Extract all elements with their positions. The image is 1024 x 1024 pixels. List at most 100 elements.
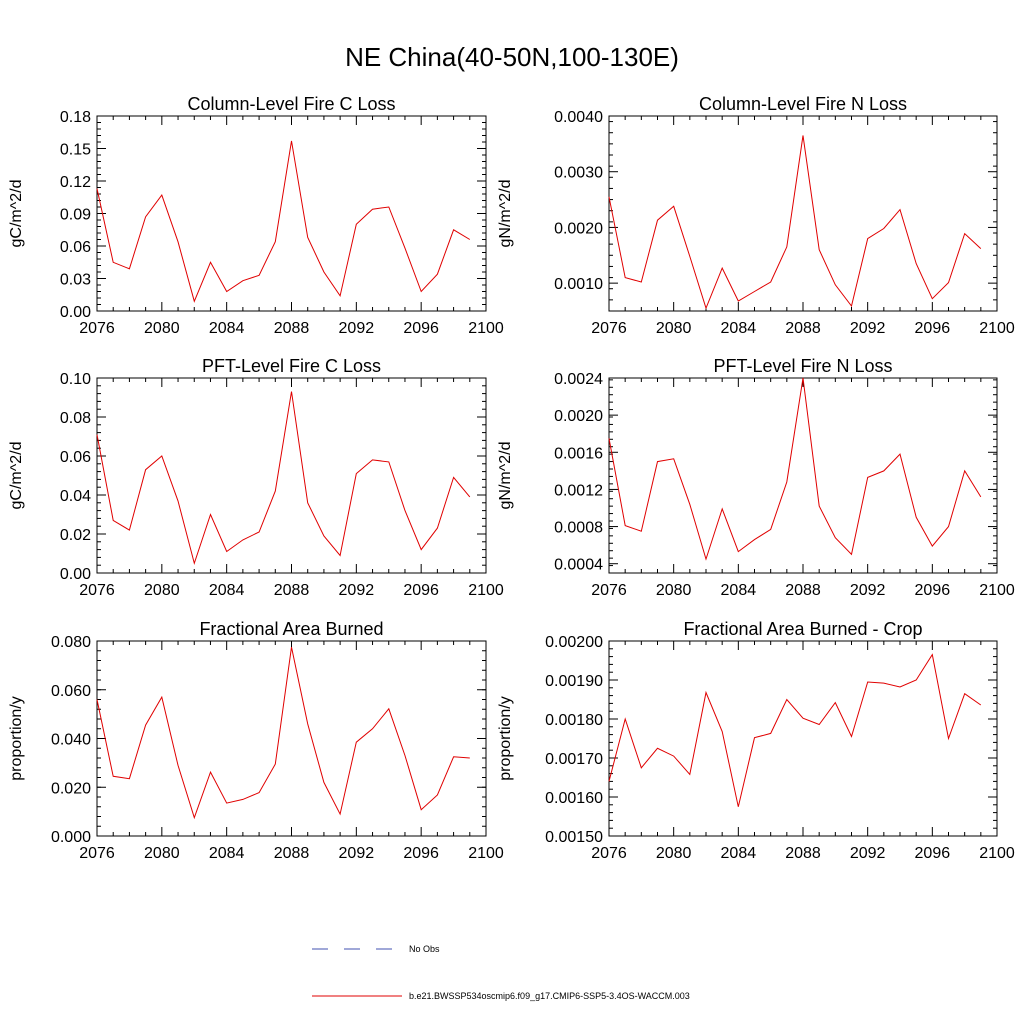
x-tick-label: 2076 (591, 582, 627, 599)
panel-3: PFT-Level Fire C Loss 2076 2080 2084 2088 209… (8, 356, 504, 599)
y-tick-label: 0.0016 (554, 445, 603, 462)
x-tick-label: 2080 (656, 582, 692, 599)
y-tick-label: 0.060 (51, 683, 91, 700)
plot-frame (96, 115, 487, 312)
plot-frame (96, 377, 487, 574)
panel-title: Fractional Area Burned (199, 619, 383, 639)
y-axis-label: gC/m^2/d (8, 180, 25, 248)
x-tick-label: 2084 (209, 845, 245, 862)
x-tick-label: 2100 (979, 582, 1015, 599)
y-tick-label: 0.08 (60, 410, 91, 427)
y-tick-label: 0.00150 (545, 829, 603, 846)
panel-title: PFT-Level Fire C Loss (202, 356, 381, 376)
x-tick-label: 2100 (979, 320, 1015, 337)
x-tick-label: 2084 (721, 320, 757, 337)
x-tick-label: 2100 (468, 320, 504, 337)
y-tick-label: 0.04 (60, 488, 91, 505)
x-tick-label: 2096 (915, 582, 951, 599)
y-tick-label: 0.0004 (554, 557, 603, 574)
legend-entry-no-obs: No Obs (312, 944, 440, 954)
y-tick-label: 0.080 (51, 634, 91, 651)
y-axis-label: proportion/y (8, 696, 25, 781)
y-axis-label: gN/m^2/d (497, 442, 514, 510)
y-tick-label: 0.00 (60, 304, 91, 321)
y-axis-label: gN/m^2/d (497, 180, 514, 248)
y-tick-label: 0.040 (51, 732, 91, 749)
y-tick-label: 0.000 (51, 829, 91, 846)
x-tick-label: 2088 (785, 845, 821, 862)
x-tick-label: 2092 (850, 582, 886, 599)
y-tick-label: 0.06 (60, 449, 91, 466)
x-tick-label: 2088 (785, 582, 821, 599)
figure-title: NE China(40-50N,100-130E) (345, 42, 679, 72)
series-line (96, 646, 470, 820)
plot-frame (608, 377, 998, 574)
y-tick-label: 0.020 (51, 780, 91, 797)
y-axis-label: gC/m^2/d (8, 442, 25, 510)
x-tick-label: 2088 (274, 845, 310, 862)
y-tick-label: 0.03 (60, 272, 91, 289)
panel-title: Column-Level Fire N Loss (699, 94, 907, 114)
legend: No Obs b.e21.BWSSP534oscmip6.f09_g17.CMI… (312, 944, 690, 1001)
x-tick-label: 2080 (656, 845, 692, 862)
y-tick-label: 0.12 (60, 174, 91, 191)
panel-1: Column-Level Fire C Loss 2076 2080 2084 2088… (8, 94, 504, 337)
x-tick-label: 2100 (979, 845, 1015, 862)
x-tick-label: 2076 (591, 320, 627, 337)
x-tick-label: 2092 (850, 320, 886, 337)
legend-entry-model: b.e21.BWSSP534oscmip6.f09_g17.CMIP6-SSP5… (312, 991, 690, 1001)
x-tick-label: 2080 (144, 582, 180, 599)
legend-label-no-obs: No Obs (409, 944, 440, 954)
y-tick-label: 0.00170 (545, 751, 603, 768)
plot-frame (608, 640, 998, 837)
x-tick-label: 2096 (915, 320, 951, 337)
x-tick-label: 2084 (721, 845, 757, 862)
x-tick-label: 2080 (656, 320, 692, 337)
legend-label-model: b.e21.BWSSP534oscmip6.f09_g17.CMIP6-SSP5… (409, 991, 690, 1001)
panel-6: Fractional Area Burned - Crop 2076 2080 208… (497, 619, 1015, 862)
y-tick-label: 0.09 (60, 207, 91, 224)
y-tick-label: 0.00 (60, 566, 91, 583)
y-axis-label: proportion/y (497, 696, 514, 781)
x-tick-label: 2092 (850, 845, 886, 862)
x-tick-label: 2088 (274, 320, 310, 337)
y-tick-label: 0.0020 (554, 408, 603, 425)
y-tick-label: 0.00200 (545, 634, 603, 651)
y-tick-label: 0.00180 (545, 712, 603, 729)
series-line (608, 135, 982, 310)
y-tick-label: 0.0020 (554, 220, 603, 237)
x-tick-label: 2100 (468, 582, 504, 599)
y-tick-label: 0.06 (60, 239, 91, 256)
x-tick-label: 2096 (915, 845, 951, 862)
panel-2: Column-Level Fire N Loss 2076 2080 2084 2088… (497, 94, 1015, 337)
y-tick-label: 0.00190 (545, 673, 603, 690)
x-tick-label: 2092 (339, 320, 375, 337)
x-tick-label: 2088 (785, 320, 821, 337)
panels: Column-Level Fire C Loss 2076 2080 2084 2088… (8, 94, 1015, 862)
y-tick-label: 0.0012 (554, 482, 603, 499)
panel-5: Fractional Area Burned 2076 2080 2084 2088 20… (8, 619, 504, 862)
series-line (608, 653, 982, 807)
y-tick-label: 0.00160 (545, 790, 603, 807)
y-tick-label: 0.15 (60, 142, 91, 159)
y-tick-label: 0.0024 (554, 371, 603, 388)
series-line (96, 140, 471, 303)
panel-title: Fractional Area Burned - Crop (683, 619, 922, 639)
y-tick-label: 0.18 (60, 109, 91, 126)
x-tick-label: 2096 (403, 320, 439, 337)
y-tick-label: 0.0008 (554, 520, 603, 537)
y-tick-label: 0.0040 (554, 109, 603, 126)
y-tick-label: 0.0030 (554, 165, 603, 182)
y-tick-label: 0.10 (60, 371, 91, 388)
y-tick-label: 0.0010 (554, 276, 603, 293)
x-tick-label: 2096 (403, 845, 439, 862)
x-tick-label: 2084 (209, 582, 245, 599)
series-line (96, 391, 471, 566)
x-tick-label: 2080 (144, 320, 180, 337)
panel-4: PFT-Level Fire N Loss 2076 2080 2084 2088 209… (497, 356, 1015, 599)
x-tick-label: 2092 (339, 582, 375, 599)
panel-title: PFT-Level Fire N Loss (713, 356, 892, 376)
x-tick-label: 2076 (79, 320, 115, 337)
panel-title: Column-Level Fire C Loss (187, 94, 395, 114)
